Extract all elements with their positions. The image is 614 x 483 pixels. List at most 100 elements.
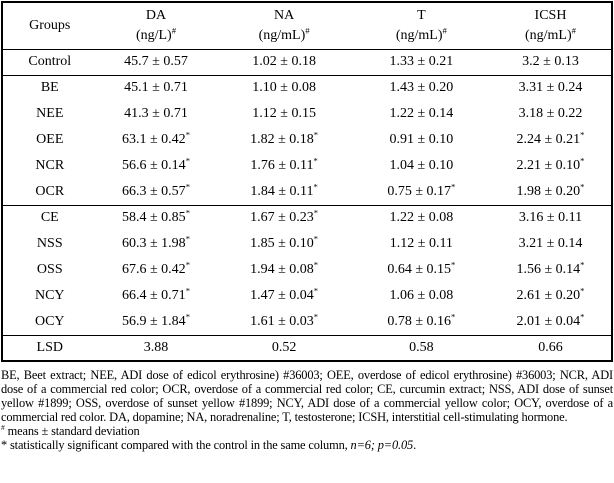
significance-star: * xyxy=(580,285,585,296)
value-cell: 2.24 ± 0.21* xyxy=(516,129,585,147)
col-header-label: DA xyxy=(145,8,167,24)
value-cell: 1.22 ± 0.08 xyxy=(389,210,454,226)
col-header-label: Groups xyxy=(29,17,71,33)
table-row: Control 45.7 ± 0.57 1.02 ± 0.18 1.33 ± 0.21… xyxy=(2,49,612,75)
value-cell: 66.3 ± 0.57* xyxy=(122,181,191,199)
value-cell: 1.56 ± 0.14* xyxy=(516,259,585,277)
value-cell: 45.7 ± 0.57 xyxy=(124,54,188,69)
col-header-unit: (ng/mL)# xyxy=(395,25,447,43)
significance-star: * xyxy=(313,259,319,270)
significance-star: * xyxy=(185,129,191,140)
value-cell: 1.82 ± 0.18* xyxy=(250,129,319,147)
value-cell: 0.64 ± 0.15* xyxy=(387,259,456,277)
group-label: OSS xyxy=(36,262,63,277)
significance-star: * xyxy=(580,155,585,166)
value-cell: 0.66 xyxy=(538,339,563,355)
value-cell: 2.01 ± 0.04* xyxy=(516,311,585,329)
value-cell: 1.85 ± 0.10* xyxy=(250,233,319,251)
value-cell: 1.04 ± 0.10 xyxy=(389,158,454,173)
group-label: CE xyxy=(40,210,59,226)
hash-superscript: # xyxy=(442,25,447,36)
significance-star: * xyxy=(313,207,319,218)
value-cell: 3.18 ± 0.22 xyxy=(518,106,583,121)
table-row: NCY 66.4 ± 0.71* 1.47 ± 0.04* 1.06 ± 0.08 2.… xyxy=(2,283,612,309)
value-cell: 66.4 ± 0.71* xyxy=(122,285,191,303)
value-cell: 1.84 ± 0.11* xyxy=(250,181,318,199)
group-label: LSD xyxy=(36,339,63,355)
value-cell: 1.10 ± 0.08 xyxy=(252,80,316,96)
significance-star: * xyxy=(185,181,191,192)
value-cell: 0.91 ± 0.10 xyxy=(389,132,454,147)
significance-star: * xyxy=(313,311,319,322)
value-cell: 1.47 ± 0.04* xyxy=(250,285,319,303)
value-cell: 58.4 ± 0.85* xyxy=(122,207,191,226)
stats-parameters: n=6; p=0.05 xyxy=(350,438,414,453)
table-row: OEE 63.1 ± 0.42* 1.82 ± 0.18* 0.91 ± 0.10 2.… xyxy=(2,127,612,153)
table-row: LSD 3.88 0.52 0.58 0.66 xyxy=(2,335,612,361)
col-header-label: NA xyxy=(273,8,295,24)
table-row: NCR 56.6 ± 0.14* 1.76 ± 0.11* 1.04 ± 0.10 2.… xyxy=(2,153,612,179)
table-body: Control 45.7 ± 0.57 1.02 ± 0.18 1.33 ± 0.21… xyxy=(2,49,612,361)
value-cell: 1.06 ± 0.08 xyxy=(389,288,454,303)
value-cell: 3.31 ± 0.24 xyxy=(518,80,583,96)
value-cell: 3.16 ± 0.11 xyxy=(518,210,583,226)
value-cell: 1.22 ± 0.14 xyxy=(389,106,454,121)
value-cell: 1.33 ± 0.21 xyxy=(389,54,454,69)
value-cell: 63.1 ± 0.42* xyxy=(122,129,191,147)
significance-star: * xyxy=(580,311,585,322)
table-row: BE 45.1 ± 0.71 1.10 ± 0.08 1.43 ± 0.20 3.31 … xyxy=(2,75,612,101)
significance-star: * xyxy=(185,259,191,270)
group-label: NCR xyxy=(35,158,65,173)
table-row: OCY 56.9 ± 1.84* 1.61 ± 0.03* 0.78 ± 0.16* 2… xyxy=(2,309,612,335)
value-cell: 3.2 ± 0.13 xyxy=(522,54,579,69)
significance-star: * xyxy=(313,181,318,192)
value-cell: 45.1 ± 0.71 xyxy=(124,80,188,96)
significance-star: * xyxy=(185,155,191,166)
value-cell: 41.3 ± 0.71 xyxy=(124,106,188,121)
value-cell: 56.9 ± 1.84* xyxy=(122,311,191,329)
significance-star: * xyxy=(313,129,319,140)
significance-star: * xyxy=(313,233,319,244)
hash-note: # means ± standard deviation xyxy=(1,422,140,439)
group-label: OCR xyxy=(35,183,65,199)
value-cell: 3.21 ± 0.14 xyxy=(518,236,583,251)
value-cell: 1.02 ± 0.18 xyxy=(252,54,316,69)
data-table: Groups DA (ng/L)# NA (ng/mL)# T (ng/mL)#… xyxy=(1,1,613,362)
col-header-label: T xyxy=(417,8,426,24)
value-cell: 3.88 xyxy=(143,339,169,355)
col-header-da: DA (ng/L)# xyxy=(97,2,216,49)
value-cell: 0.52 xyxy=(271,339,297,355)
table-row: OSS 67.6 ± 0.42* 1.94 ± 0.08* 0.64 ± 0.15* 1… xyxy=(2,257,612,283)
col-header-t: T (ng/mL)# xyxy=(353,2,490,49)
group-label: NCY xyxy=(34,288,65,303)
value-cell: 1.98 ± 0.20* xyxy=(516,181,585,199)
table-row: NEE 41.3 ± 0.71 1.12 ± 0.15 1.22 ± 0.14 3.18… xyxy=(2,101,612,127)
value-cell: 0.58 xyxy=(409,339,434,355)
significance-star: * xyxy=(451,181,456,192)
value-cell: 0.75 ± 0.17* xyxy=(387,181,456,199)
value-cell: 1.12 ± 0.11 xyxy=(389,236,453,251)
abbreviation-note: BE, Beet extract; NEE, ADI dose of edico… xyxy=(1,368,613,425)
value-cell: 60.3 ± 1.98* xyxy=(122,233,191,251)
value-cell: 2.61 ± 0.20* xyxy=(516,285,585,303)
hash-superscript: # xyxy=(571,25,576,36)
significance-star: * xyxy=(451,259,456,270)
table-row: CE 58.4 ± 0.85* 1.67 ± 0.23* 1.22 ± 0.08 3.1… xyxy=(2,205,612,231)
hash-superscript: # xyxy=(1,422,5,432)
value-cell: 2.21 ± 0.10* xyxy=(516,155,585,173)
col-header-icsh: ICSH (ng/mL)# xyxy=(490,2,612,49)
significance-star: * xyxy=(580,259,585,270)
hash-superscript: # xyxy=(171,25,177,36)
value-cell: 1.94 ± 0.08* xyxy=(250,259,319,277)
col-header-label: ICSH xyxy=(534,8,567,24)
value-cell: 1.76 ± 0.11* xyxy=(250,155,318,173)
significance-star: * xyxy=(185,311,191,322)
hash-superscript: # xyxy=(305,25,310,36)
col-header-unit: (ng/mL)# xyxy=(524,25,576,43)
col-header-groups: Groups xyxy=(2,2,97,49)
significance-star: * xyxy=(185,285,191,296)
col-header-na: NA (ng/mL)# xyxy=(215,2,352,49)
value-cell: 67.6 ± 0.42* xyxy=(122,259,191,277)
value-cell: 56.6 ± 0.14* xyxy=(122,155,191,173)
